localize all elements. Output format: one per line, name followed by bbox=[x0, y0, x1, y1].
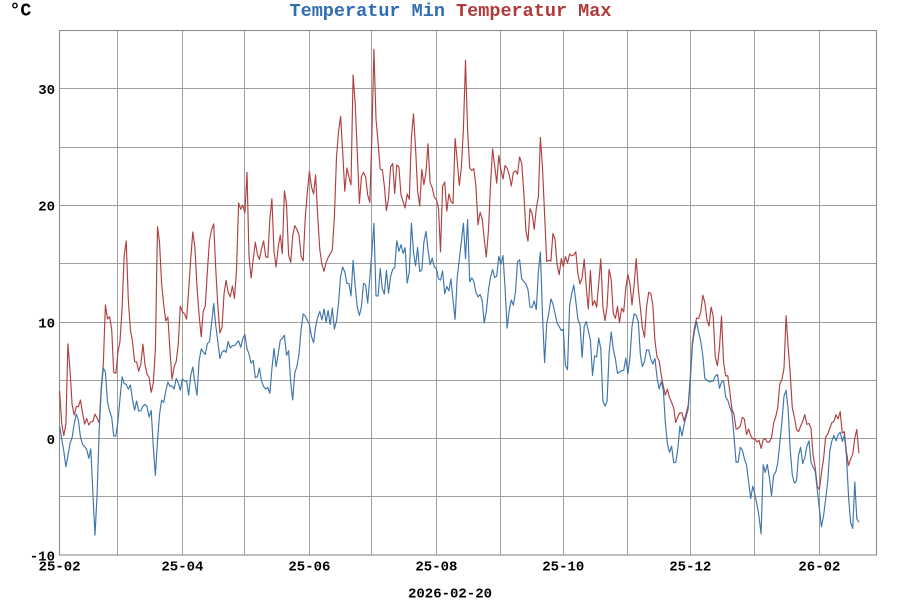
svg-text:20: 20 bbox=[38, 200, 55, 216]
svg-text:Temperatur Min Temperatur Max: Temperatur Min Temperatur Max bbox=[290, 1, 612, 22]
svg-text:25-06: 25-06 bbox=[288, 560, 330, 576]
svg-text:25-10: 25-10 bbox=[542, 560, 584, 576]
svg-text:30: 30 bbox=[38, 83, 55, 99]
svg-text:-10: -10 bbox=[30, 549, 55, 565]
svg-text:26-02: 26-02 bbox=[798, 560, 840, 576]
svg-text:25-12: 25-12 bbox=[669, 560, 711, 576]
svg-text:25-04: 25-04 bbox=[161, 560, 203, 576]
svg-text:10: 10 bbox=[38, 316, 55, 332]
svg-text:25-02: 25-02 bbox=[39, 560, 81, 576]
svg-text:2026-02-20: 2026-02-20 bbox=[408, 587, 492, 601]
svg-text:°C: °C bbox=[10, 1, 32, 21]
svg-text:0: 0 bbox=[47, 433, 55, 449]
svg-text:25-08: 25-08 bbox=[415, 560, 457, 576]
